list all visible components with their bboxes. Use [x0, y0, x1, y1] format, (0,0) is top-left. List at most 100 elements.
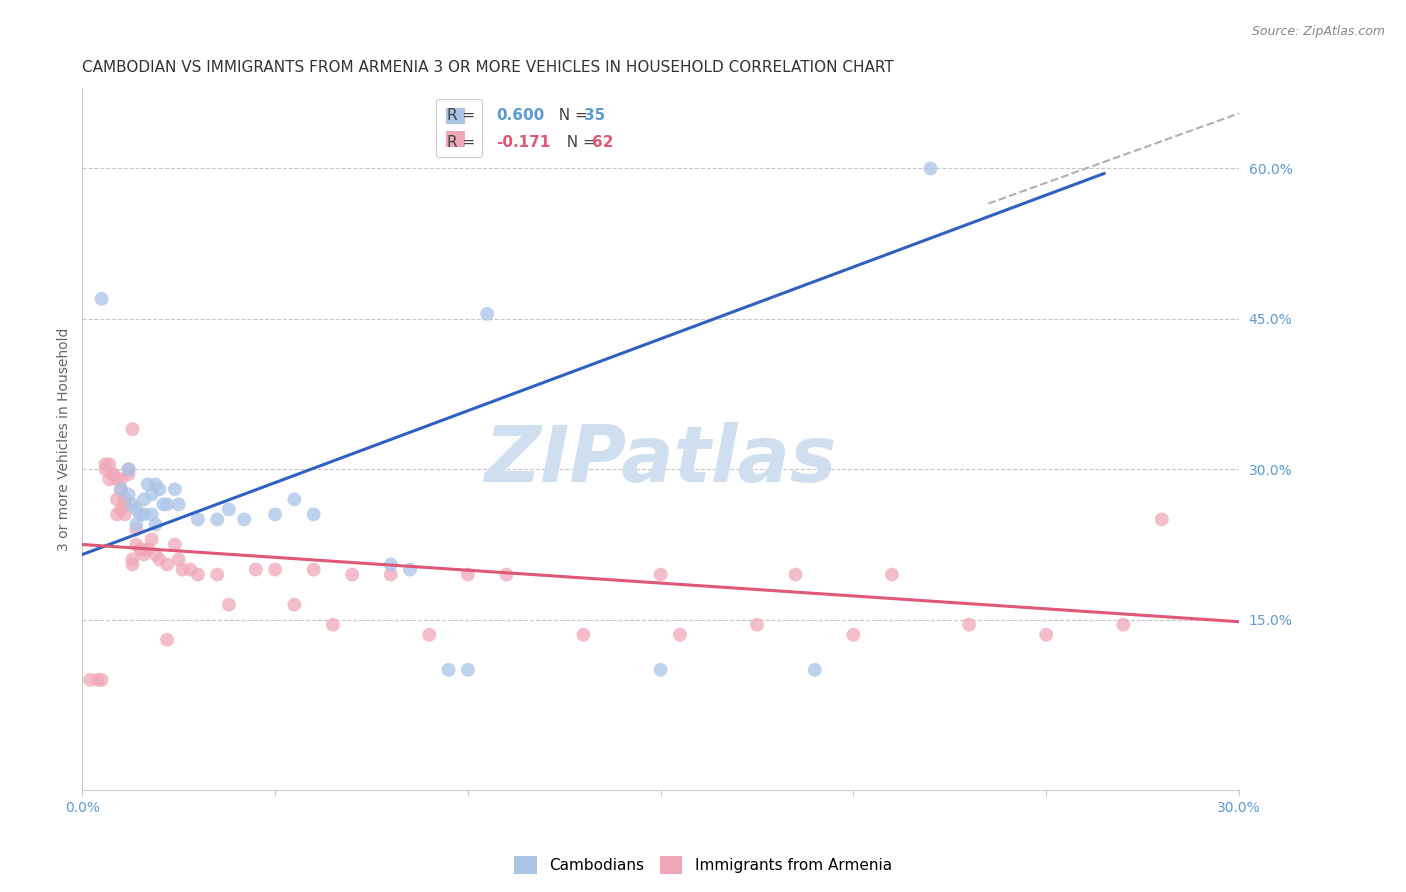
Text: ZIPatlas: ZIPatlas: [485, 422, 837, 499]
Point: [172, 563, 194, 577]
Point: [457, 567, 479, 582]
Point: [114, 492, 136, 507]
Point: [187, 512, 209, 526]
Point: [110, 483, 132, 497]
Text: R =: R =: [447, 108, 481, 122]
Point: [132, 542, 155, 557]
Text: R =: R =: [447, 135, 481, 150]
Point: [98, 472, 121, 486]
Point: [745, 617, 768, 632]
Point: [94, 457, 117, 471]
Point: [148, 483, 170, 497]
Point: [187, 567, 209, 582]
Point: [79, 673, 101, 687]
Point: [105, 472, 128, 486]
Point: [167, 552, 190, 566]
Point: [132, 508, 155, 522]
Y-axis label: 3 or more Vehicles in Household: 3 or more Vehicles in Household: [58, 327, 72, 551]
Point: [302, 508, 325, 522]
Point: [132, 548, 155, 562]
Point: [129, 542, 152, 557]
Text: Source: ZipAtlas.com: Source: ZipAtlas.com: [1251, 25, 1385, 38]
Text: -0.171: -0.171: [496, 135, 550, 150]
Point: [98, 457, 121, 471]
Point: [380, 567, 402, 582]
Point: [132, 492, 155, 507]
Point: [141, 508, 163, 522]
Point: [322, 617, 344, 632]
Point: [475, 307, 498, 321]
Text: 62: 62: [592, 135, 613, 150]
Point: [136, 542, 159, 557]
Point: [94, 462, 117, 476]
Point: [302, 563, 325, 577]
Point: [283, 492, 305, 507]
Point: [156, 632, 179, 647]
Point: [145, 477, 167, 491]
Point: [101, 467, 124, 482]
Point: [117, 462, 139, 476]
Point: [245, 563, 267, 577]
Point: [114, 508, 136, 522]
Point: [121, 497, 143, 511]
Text: 0.600: 0.600: [496, 108, 544, 122]
Point: [167, 497, 190, 511]
Point: [114, 497, 136, 511]
Point: [125, 523, 148, 537]
Point: [152, 497, 174, 511]
Point: [1112, 617, 1135, 632]
Point: [90, 292, 112, 306]
Point: [264, 563, 287, 577]
Point: [145, 517, 167, 532]
Text: 35: 35: [583, 108, 605, 122]
Point: [117, 487, 139, 501]
Text: N =: N =: [550, 108, 593, 122]
Point: [148, 552, 170, 566]
Point: [920, 161, 942, 176]
Point: [669, 628, 692, 642]
Point: [804, 663, 827, 677]
Point: [399, 563, 422, 577]
Text: N =: N =: [557, 135, 600, 150]
Point: [90, 673, 112, 687]
Point: [650, 567, 672, 582]
Point: [572, 628, 595, 642]
Point: [880, 567, 903, 582]
Legend: , : ,: [436, 99, 482, 157]
Point: [218, 502, 240, 516]
Point: [957, 617, 980, 632]
Point: [125, 517, 148, 532]
Point: [121, 558, 143, 572]
Point: [1035, 628, 1057, 642]
Point: [380, 558, 402, 572]
Point: [163, 483, 186, 497]
Point: [218, 598, 240, 612]
Point: [117, 462, 139, 476]
Point: [179, 563, 201, 577]
Point: [125, 502, 148, 516]
Point: [283, 598, 305, 612]
Point: [207, 512, 229, 526]
Point: [1150, 512, 1173, 526]
Point: [121, 552, 143, 566]
Text: CAMBODIAN VS IMMIGRANTS FROM ARMENIA 3 OR MORE VEHICLES IN HOUSEHOLD CORRELATION: CAMBODIAN VS IMMIGRANTS FROM ARMENIA 3 O…: [83, 60, 894, 75]
Point: [163, 537, 186, 551]
Point: [842, 628, 865, 642]
Point: [141, 487, 163, 501]
Point: [86, 673, 108, 687]
Point: [340, 567, 363, 582]
Point: [129, 508, 152, 522]
Point: [110, 483, 132, 497]
Point: [125, 537, 148, 551]
Point: [110, 502, 132, 516]
Point: [121, 422, 143, 436]
Point: [650, 663, 672, 677]
Point: [101, 467, 124, 482]
Point: [437, 663, 460, 677]
Point: [233, 512, 256, 526]
Point: [105, 492, 128, 507]
Point: [117, 467, 139, 482]
Point: [141, 533, 163, 547]
Point: [207, 567, 229, 582]
Point: [457, 663, 479, 677]
